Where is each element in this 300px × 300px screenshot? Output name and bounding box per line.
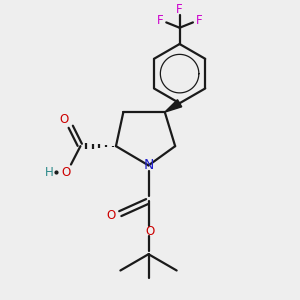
Text: F: F	[176, 3, 183, 16]
Text: O: O	[59, 113, 69, 126]
Text: O: O	[106, 209, 116, 222]
Text: N: N	[143, 158, 154, 172]
Text: O: O	[61, 166, 70, 179]
Polygon shape	[165, 100, 182, 112]
Text: F: F	[157, 14, 163, 27]
Text: O: O	[145, 225, 154, 238]
Text: F: F	[196, 14, 203, 27]
Text: H: H	[44, 166, 53, 179]
